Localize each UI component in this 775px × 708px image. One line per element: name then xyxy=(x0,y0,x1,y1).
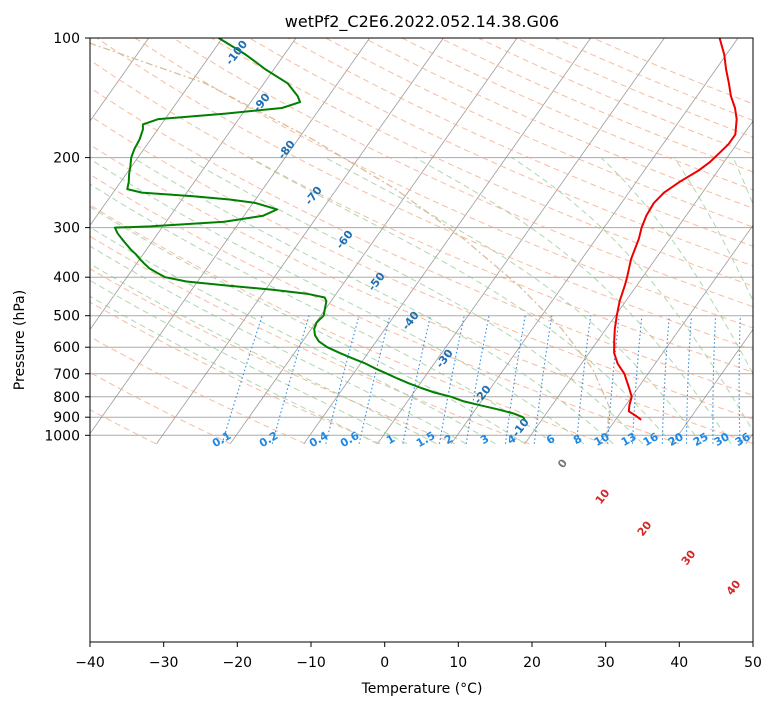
mixing-ratio-line xyxy=(631,315,643,444)
moist-adiabat-line xyxy=(673,157,753,302)
dry-adiabat-line xyxy=(90,59,753,373)
axes: −40 −30 −20 −10 0 10 20 30 40 50 100 200 300 400 500 60… xyxy=(44,31,762,671)
moist-adiabat-line xyxy=(511,157,753,432)
isotherm-line xyxy=(524,120,753,445)
x-tick-label: 0 xyxy=(380,655,389,671)
dry-adiabat-line xyxy=(134,38,753,329)
moist-adiabat-line xyxy=(90,279,408,445)
moist-adiabat-line xyxy=(90,226,496,445)
x-tick-label: 10 xyxy=(449,655,467,671)
moist-adiabat-line xyxy=(600,157,753,375)
mixing-ratio-line xyxy=(576,315,592,444)
x-tick-label: −30 xyxy=(149,655,179,671)
mixing-ratio-line xyxy=(661,315,670,444)
isotherm-line xyxy=(303,38,592,445)
y-tick-label: 500 xyxy=(53,309,80,325)
x-tick-label: −10 xyxy=(296,655,326,671)
moist-adiabat-line xyxy=(90,295,378,445)
y-tick-label: 700 xyxy=(53,367,80,383)
mixing-ratio-line xyxy=(271,315,310,444)
dry-adiabat-line xyxy=(211,38,753,287)
x-tick-label: −40 xyxy=(75,655,105,671)
isotherm-line xyxy=(90,38,150,122)
y-tick-label: 800 xyxy=(53,390,80,406)
dry-adiabat-line xyxy=(96,38,753,351)
isotherm-line xyxy=(90,38,223,226)
dry-adiabat-line xyxy=(90,268,455,445)
moist-adiabat-line xyxy=(132,157,614,445)
dry-adiabat-line xyxy=(90,115,753,420)
isotherm-line xyxy=(229,38,518,445)
dry-adiabat-line xyxy=(90,204,605,445)
mixing-ratio-line xyxy=(504,315,526,444)
isotherm-line xyxy=(156,38,444,445)
y-tick-label: 400 xyxy=(53,270,80,286)
dry-adiabat-line xyxy=(325,38,753,228)
mixing-ratio-line xyxy=(607,315,620,444)
mixing-ratio-line xyxy=(712,315,717,444)
isotherm-line xyxy=(90,38,371,435)
mixing-ratio-line xyxy=(438,315,465,444)
y-tick-label: 1000 xyxy=(44,428,80,444)
isotherm-line xyxy=(671,328,753,445)
isotherm-line xyxy=(598,224,753,445)
y-tick-label: 600 xyxy=(53,340,80,356)
y-tick-label: 900 xyxy=(53,410,80,426)
x-tick-label: 40 xyxy=(670,655,688,671)
moist-adiabat-line xyxy=(248,157,673,445)
dry-adiabat-line xyxy=(363,38,753,209)
moist-adiabat-line xyxy=(90,183,555,445)
y-tick-label: 300 xyxy=(53,221,80,237)
y-tick-label: 100 xyxy=(53,31,80,47)
mixing-ratio-line xyxy=(402,315,432,444)
moist-adiabat-line xyxy=(90,206,526,445)
dry-adiabat-line xyxy=(90,371,231,445)
plot-frame xyxy=(89,37,754,643)
moist-adiabat-line xyxy=(185,157,644,445)
moist-adiabat-line xyxy=(90,263,437,445)
mixing-ratio-line xyxy=(358,315,391,444)
dry-adiabat-line xyxy=(249,38,753,267)
isotherm-line xyxy=(450,38,739,445)
mixing-ratio-line xyxy=(533,315,553,444)
dry-adiabat-line xyxy=(90,336,306,445)
mixing-ratio-line xyxy=(685,315,692,444)
moist-adiabat-line xyxy=(90,245,467,445)
temperature-profile-line xyxy=(613,38,738,421)
plot-area xyxy=(90,38,753,445)
chart-title: wetPf2_C2E6.2022.052.14.38.G06 xyxy=(285,12,559,32)
mixing-ratio-line xyxy=(738,315,741,444)
y-tick-label: 200 xyxy=(53,151,80,167)
isotherm-line xyxy=(377,38,665,445)
mixing-ratio-line xyxy=(465,315,490,444)
y-axis-label: Pressure (hPa) xyxy=(12,290,28,390)
moist-adiabat-line xyxy=(324,157,703,445)
moist-adiabat-line xyxy=(414,157,732,445)
x-tick-label: −20 xyxy=(223,655,253,671)
dry-adiabat-line xyxy=(90,409,157,445)
x-axis-label: Temperature (°C) xyxy=(361,681,483,697)
mixing-ratio-line xyxy=(221,315,263,444)
mixing-ratio-line xyxy=(325,315,360,444)
dewpoint-profile-line xyxy=(113,38,526,421)
ccl-reference-line xyxy=(90,42,611,444)
x-tick-label: 20 xyxy=(523,655,541,671)
dry-adiabat-line xyxy=(90,87,753,396)
dry-adiabat-line xyxy=(90,301,381,445)
x-tick-label: 30 xyxy=(597,655,615,671)
dry-adiabat-line xyxy=(90,173,680,445)
moist-adiabat-line xyxy=(90,158,585,445)
x-tick-label: 50 xyxy=(744,655,762,671)
